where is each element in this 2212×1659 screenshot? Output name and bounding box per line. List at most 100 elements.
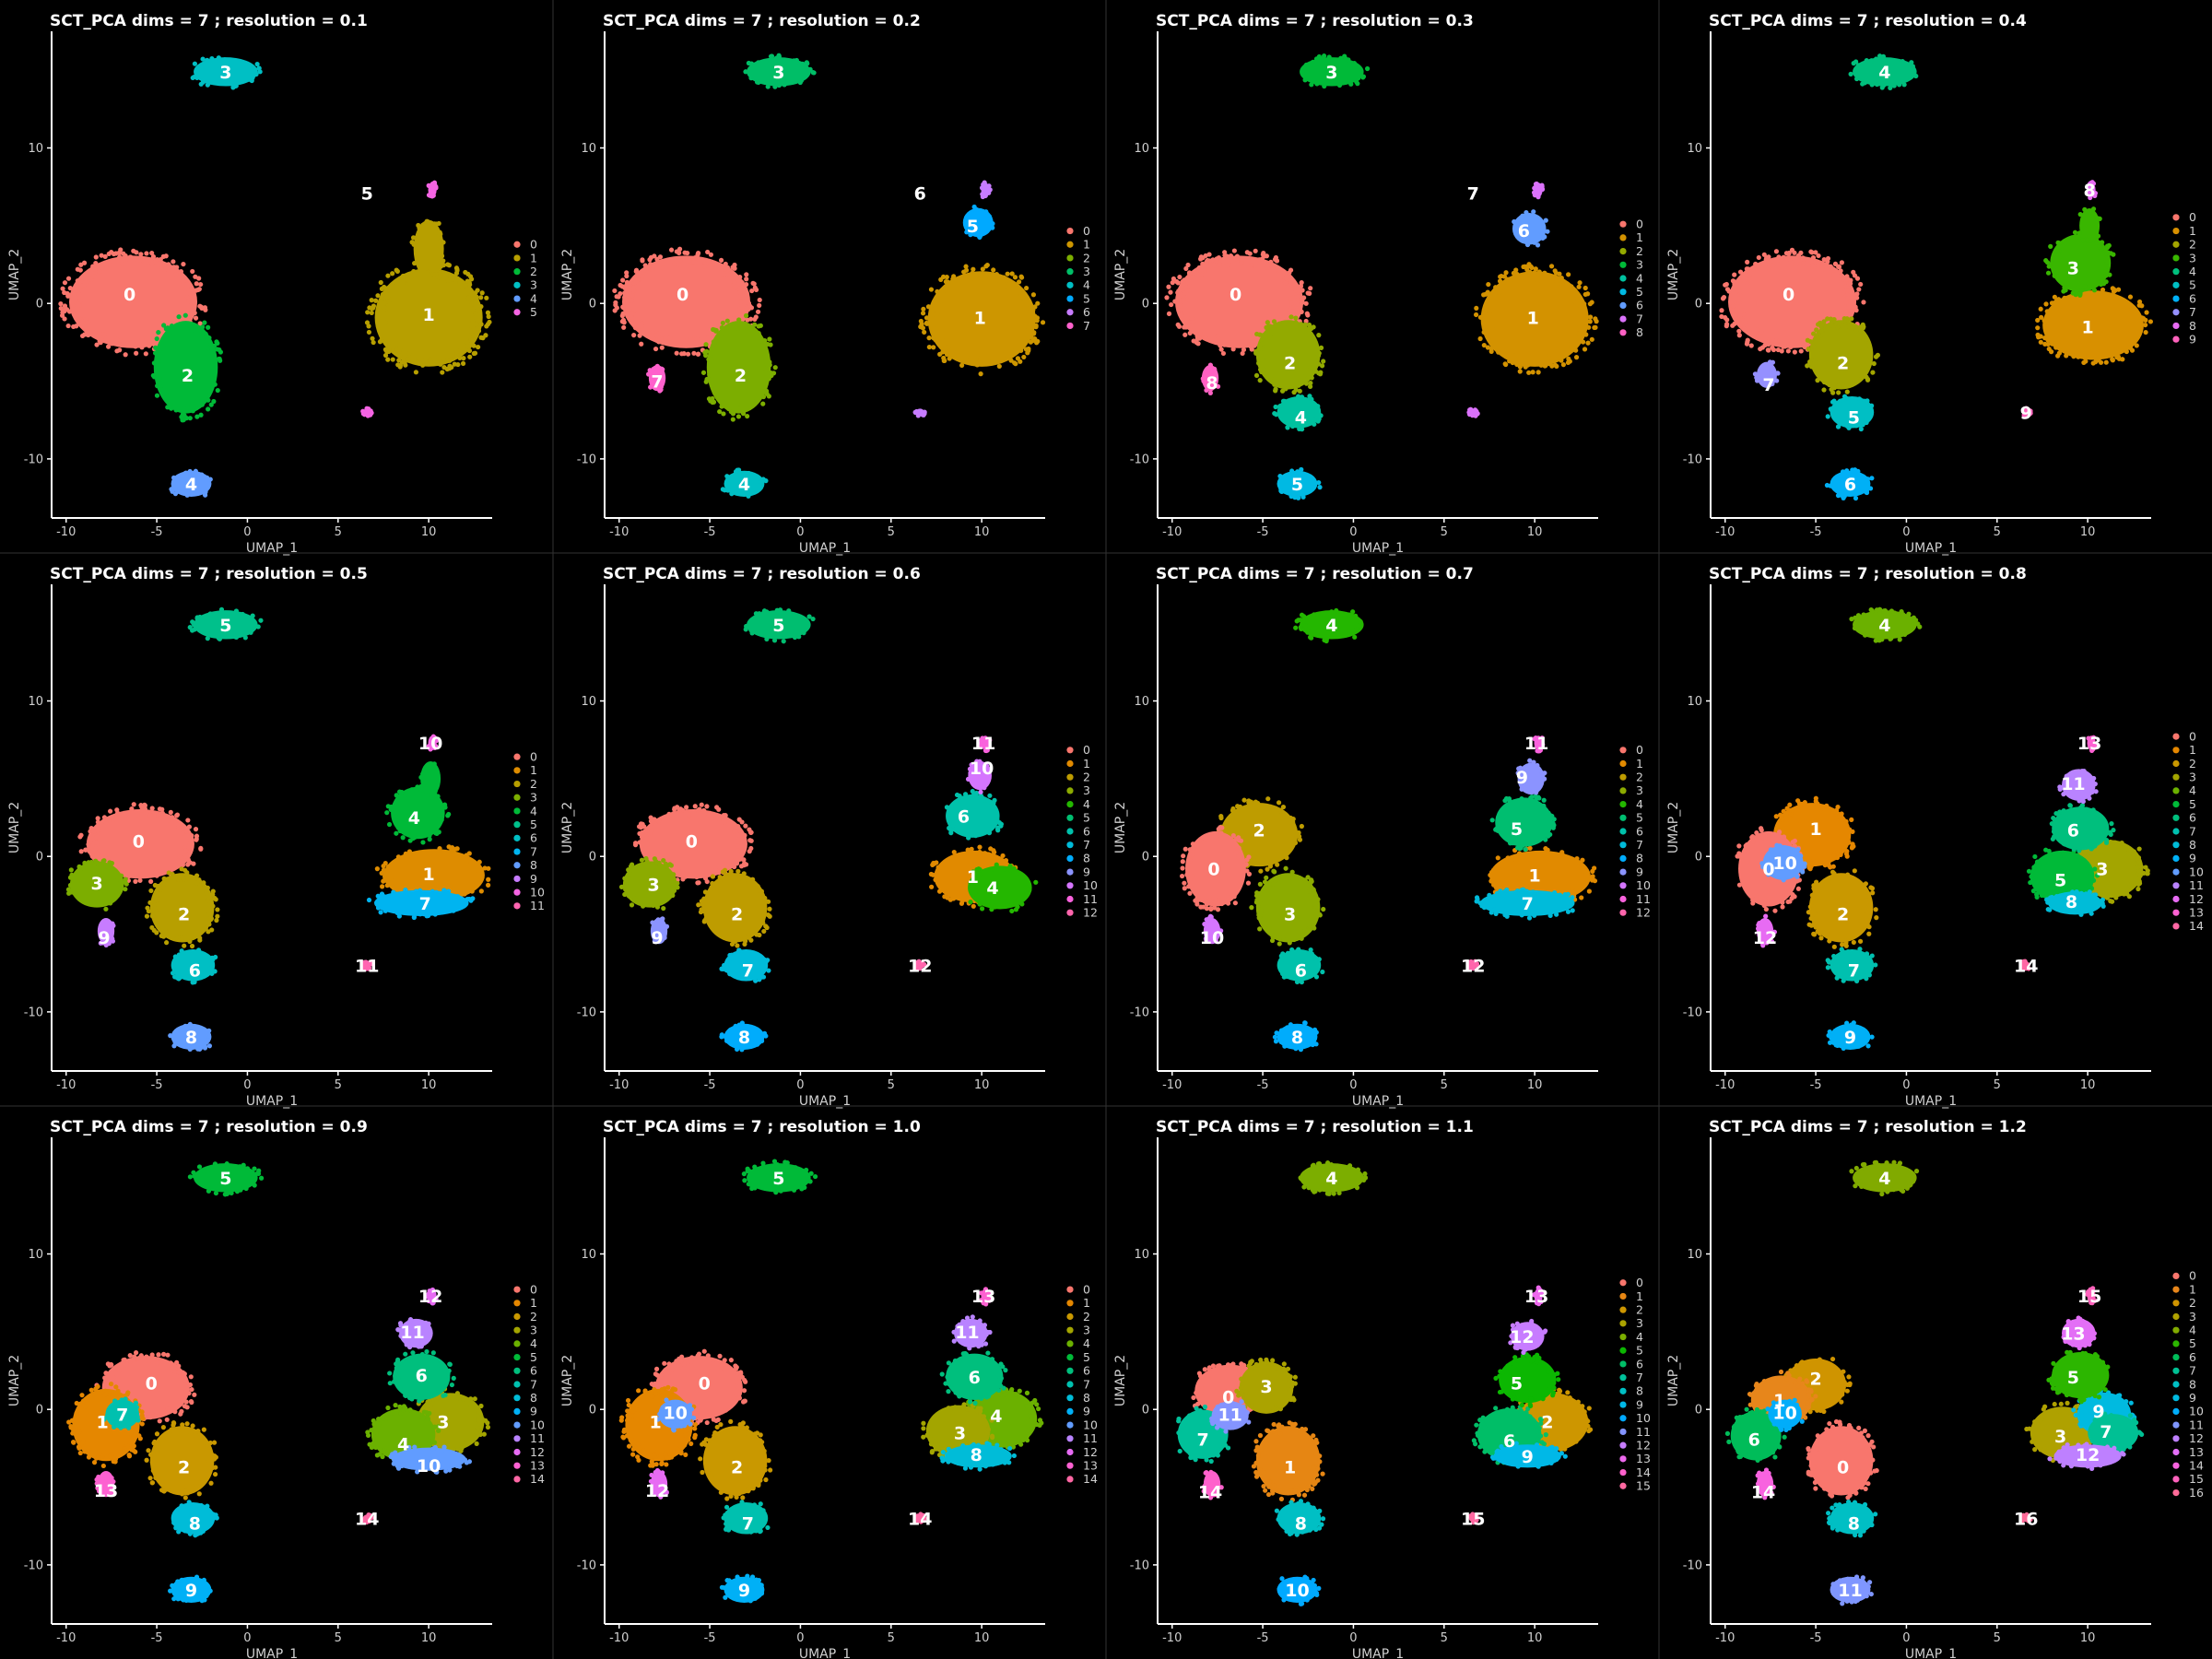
- cell-point: [2127, 294, 2134, 300]
- cell-point: [933, 877, 938, 883]
- cell-point: [1178, 312, 1184, 318]
- cell-point: [460, 360, 466, 366]
- legend-key: [513, 807, 521, 815]
- cell-point: [1197, 331, 1203, 336]
- cell-point: [2049, 349, 2054, 355]
- cell-point: [1247, 802, 1253, 807]
- cell-point: [1318, 345, 1324, 350]
- cell-point: [934, 336, 939, 343]
- cell-point: [807, 66, 813, 72]
- cluster-label: 6: [958, 806, 970, 827]
- cell-point: [625, 304, 630, 310]
- cell-point: [1348, 81, 1354, 87]
- cell-point: [761, 928, 767, 935]
- cell-point: [974, 893, 980, 899]
- cell-point: [232, 634, 239, 640]
- cell-cloud: [646, 363, 666, 394]
- cell-point: [987, 799, 993, 805]
- cell-point: [405, 854, 410, 860]
- cell-point: [2143, 329, 2148, 335]
- cell-point: [1278, 1039, 1284, 1045]
- cell-point: [968, 232, 973, 238]
- cell-point: [757, 932, 762, 938]
- cell-point: [1780, 904, 1785, 910]
- cell-point: [722, 867, 728, 873]
- cell-point: [2087, 795, 2092, 801]
- cell-point: [767, 906, 772, 912]
- cell-point: [168, 809, 173, 815]
- cell-point: [394, 793, 399, 798]
- cell-point: [1276, 324, 1281, 330]
- cell-point: [1307, 420, 1312, 427]
- cell-point: [1299, 309, 1304, 314]
- cell-point: [473, 311, 478, 316]
- cell-point: [1277, 480, 1283, 486]
- cell-point: [160, 344, 166, 349]
- cell-point: [987, 793, 993, 798]
- cell-point: [668, 247, 675, 253]
- cell-point: [696, 807, 701, 813]
- cell-point: [478, 295, 484, 300]
- cell-point: [1314, 361, 1320, 367]
- cell-point: [1501, 274, 1508, 279]
- cell-point: [1253, 348, 1259, 354]
- cell-point: [156, 359, 161, 364]
- cell-point: [1289, 947, 1295, 953]
- cell-point: [1744, 841, 1750, 848]
- legend-key: [513, 834, 521, 841]
- cell-point: [215, 913, 220, 919]
- legend-key: [1619, 747, 1627, 754]
- legend-label: 6: [1636, 824, 1643, 838]
- cell-point: [1763, 906, 1770, 912]
- cell-point: [1253, 335, 1260, 341]
- cell-point: [108, 808, 113, 814]
- cell-point: [1831, 874, 1837, 879]
- cell-point: [449, 846, 454, 853]
- legend-key: [1066, 759, 1074, 768]
- cluster-label: 8: [1291, 1028, 1303, 1048]
- cell-point: [1180, 859, 1185, 865]
- cell-point: [156, 883, 161, 889]
- cell-point: [1563, 857, 1570, 863]
- cell-cloud-core: [420, 761, 441, 796]
- legend-key: [1619, 248, 1627, 255]
- cell-point: [149, 806, 155, 811]
- cell-point: [1788, 344, 1794, 350]
- cell-point: [1766, 254, 1771, 260]
- cell-point: [172, 328, 178, 334]
- cell-point: [176, 314, 182, 320]
- cell-point: [1289, 869, 1295, 875]
- cell-point: [115, 810, 121, 816]
- cell-point: [1293, 320, 1299, 325]
- x-tick-label: -10: [609, 525, 629, 539]
- cell-point: [1264, 875, 1269, 880]
- cell-point: [1733, 312, 1738, 318]
- cluster-label: 7: [1467, 183, 1479, 204]
- cell-point: [672, 261, 677, 266]
- cell-point: [736, 947, 742, 953]
- cell-point: [387, 344, 393, 349]
- cell-point: [947, 825, 952, 831]
- cell-point: [158, 887, 163, 893]
- panel-title: SCT_PCA dims = 7 ; resolution = 0.7: [1156, 565, 1474, 583]
- legend-label: 0: [1636, 218, 1643, 231]
- cell-point: [1018, 274, 1024, 279]
- cluster-label: 3: [219, 63, 231, 83]
- cell-point: [1230, 347, 1236, 352]
- cell-point: [1590, 874, 1595, 879]
- legend-key: [1066, 309, 1074, 316]
- cell-point: [1853, 76, 1860, 82]
- cell-point: [624, 273, 629, 279]
- cell-point: [401, 279, 406, 285]
- cell-point: [750, 877, 756, 882]
- cell-point: [1186, 271, 1193, 276]
- cell-point: [987, 767, 994, 772]
- cell-point: [1869, 403, 1875, 408]
- legend-label: 12: [1083, 906, 1098, 920]
- cell-point: [748, 845, 754, 852]
- cell-point: [477, 859, 482, 865]
- legend-label: 1: [530, 763, 537, 777]
- cell-point: [200, 56, 206, 62]
- cell-point: [1900, 58, 1905, 65]
